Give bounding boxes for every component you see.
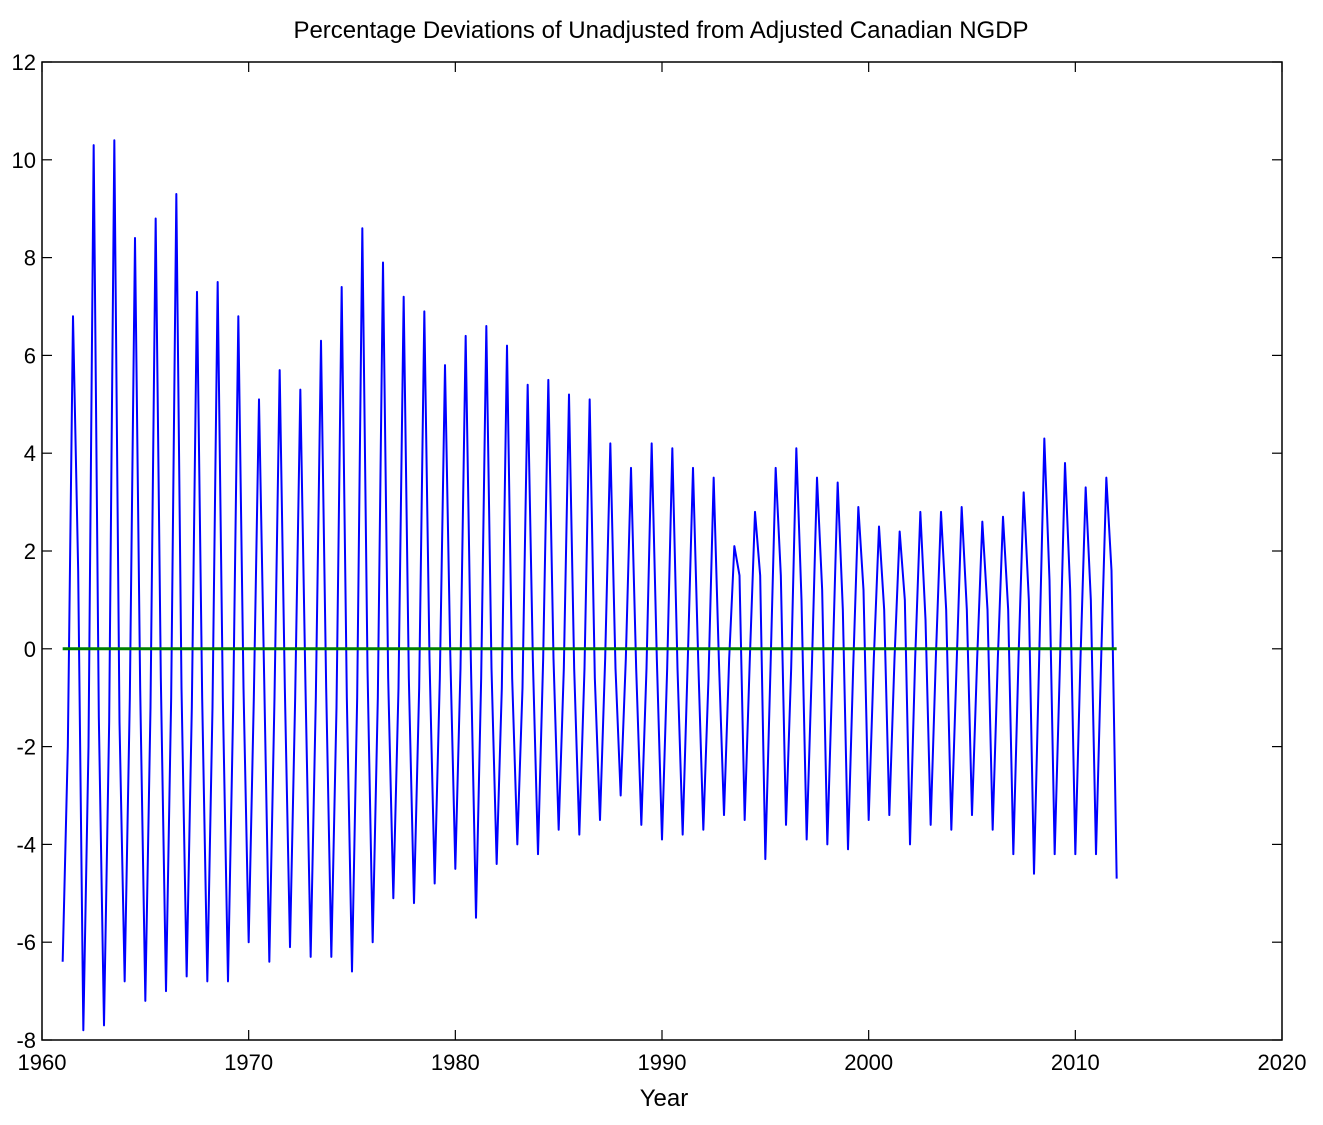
y-tick-label: 8 bbox=[24, 246, 36, 271]
y-tick-label: 10 bbox=[12, 148, 36, 173]
x-axis-label: Year bbox=[640, 1085, 689, 1112]
x-tick-label: 1980 bbox=[431, 1050, 480, 1075]
y-tick-label: -6 bbox=[16, 930, 36, 955]
axes: 1960 1970 1980 1990 2000 2010 2020 -8 -6 -4 -2 0 2 4 6… bbox=[12, 50, 1307, 1075]
y-tick-label: -8 bbox=[16, 1028, 36, 1053]
y-tick-label: 4 bbox=[24, 441, 36, 466]
plot-frame bbox=[41, 61, 1283, 1041]
y-tick-label: 2 bbox=[24, 539, 36, 564]
x-tick-label: 2020 bbox=[1258, 1050, 1307, 1075]
y-tick-label: 6 bbox=[24, 343, 36, 368]
series-group bbox=[61, 139, 1118, 1032]
x-tick-label: 1970 bbox=[224, 1050, 273, 1075]
x-tick-label: 2000 bbox=[844, 1050, 893, 1075]
x-tick-label: 1990 bbox=[638, 1050, 687, 1075]
chart-title: Percentage Deviations of Unadjusted from… bbox=[293, 17, 1028, 44]
series-line-deviation bbox=[61, 139, 1118, 1032]
x-tick-label: 2010 bbox=[1051, 1050, 1100, 1075]
y-tick-label: -4 bbox=[16, 832, 36, 857]
y-tick-label: 12 bbox=[12, 50, 36, 75]
x-tick-label: 1960 bbox=[18, 1050, 67, 1075]
y-tick-label: -2 bbox=[16, 735, 36, 760]
y-tick-label: 0 bbox=[24, 637, 36, 662]
